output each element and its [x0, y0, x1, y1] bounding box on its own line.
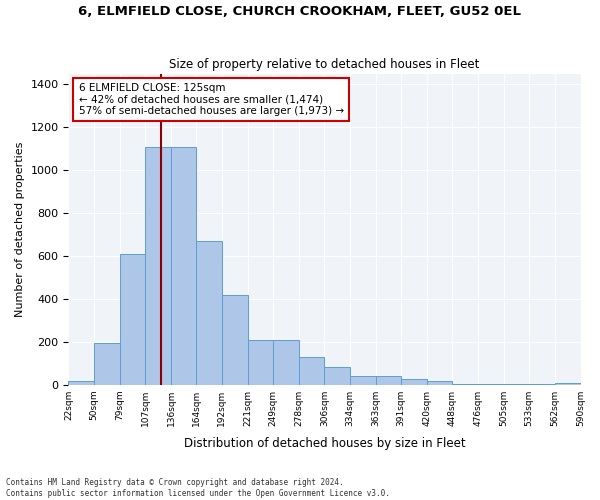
Text: Contains HM Land Registry data © Crown copyright and database right 2024.
Contai: Contains HM Land Registry data © Crown c…	[6, 478, 390, 498]
Bar	[120, 254, 145, 384]
Bar	[145, 146, 171, 384]
Text: 6, ELMFIELD CLOSE, CHURCH CROOKHAM, FLEET, GU52 0EL: 6, ELMFIELD CLOSE, CHURCH CROOKHAM, FLEE…	[79, 5, 521, 18]
Bar	[273, 340, 299, 384]
Title: Size of property relative to detached houses in Fleet: Size of property relative to detached ho…	[169, 58, 479, 71]
Bar	[325, 368, 350, 384]
Bar	[401, 380, 427, 384]
Bar	[171, 146, 196, 384]
Bar	[427, 382, 452, 384]
Bar	[376, 376, 401, 384]
Bar	[350, 376, 376, 384]
Text: 6 ELMFIELD CLOSE: 125sqm
← 42% of detached houses are smaller (1,474)
57% of sem: 6 ELMFIELD CLOSE: 125sqm ← 42% of detach…	[79, 83, 344, 116]
Bar	[196, 241, 221, 384]
Bar	[555, 382, 581, 384]
X-axis label: Distribution of detached houses by size in Fleet: Distribution of detached houses by size …	[184, 437, 465, 450]
Bar	[248, 340, 273, 384]
Bar	[299, 357, 325, 384]
Bar	[68, 382, 94, 384]
Bar	[221, 294, 248, 384]
Y-axis label: Number of detached properties: Number of detached properties	[15, 142, 25, 317]
Bar	[94, 343, 120, 384]
